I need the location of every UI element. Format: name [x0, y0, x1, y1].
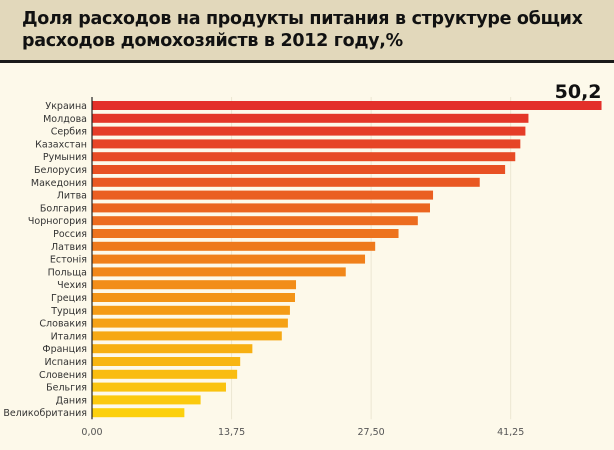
category-label: Литва — [57, 191, 87, 202]
category-label: Молдова — [43, 114, 87, 125]
x-tick-label: 0,00 — [81, 427, 102, 438]
category-label: Великобритания — [3, 408, 87, 419]
bar — [92, 357, 241, 366]
bar — [92, 229, 399, 238]
x-tick-label: 27,50 — [358, 427, 385, 438]
chart-title-line-2: расходов домохозяйств в 2012 году,% — [22, 31, 403, 51]
chart-header: Доля расходов на продукты питания в стру… — [0, 0, 614, 63]
category-label: Латвия — [51, 242, 87, 253]
bar — [92, 113, 529, 123]
bar — [92, 203, 430, 213]
category-label: Болгария — [40, 203, 87, 214]
category-label: Чорногория — [28, 216, 87, 227]
bar — [92, 152, 516, 162]
category-label: Испания — [45, 357, 87, 368]
bar — [92, 344, 253, 354]
category-label: Македония — [31, 178, 87, 189]
bar — [92, 395, 201, 405]
bar — [92, 267, 346, 277]
bar — [92, 280, 297, 290]
bar — [92, 331, 282, 341]
value-callout: 50,2 — [555, 81, 602, 103]
bar — [92, 408, 185, 418]
category-label: Италия — [51, 331, 87, 342]
bar — [92, 190, 434, 200]
category-label: Россия — [53, 229, 87, 240]
x-tick-label: 13,75 — [218, 427, 245, 438]
category-label: Украина — [45, 101, 87, 112]
bar — [92, 139, 521, 149]
category-label: Бельгия — [46, 383, 87, 394]
bar — [92, 382, 226, 392]
category-label: Румыния — [43, 152, 87, 163]
bar — [92, 177, 480, 187]
category-label: Естонія — [50, 255, 87, 266]
category-label: Белорусия — [34, 165, 87, 176]
bar — [92, 305, 290, 315]
bar — [92, 254, 366, 264]
category-label: Франция — [42, 344, 87, 355]
category-label: Турция — [50, 306, 87, 317]
chart-title-line-1: Доля расходов на продукты питания в стру… — [22, 9, 583, 29]
bar — [92, 293, 295, 302]
category-label: Словения — [39, 370, 87, 381]
bar — [92, 101, 602, 110]
x-tick-label: 41,25 — [497, 427, 524, 438]
category-label: Чехия — [57, 280, 87, 291]
bar — [92, 165, 506, 174]
bars — [92, 101, 602, 418]
bar — [92, 318, 288, 328]
category-label: Польща — [48, 267, 87, 278]
bar — [92, 369, 238, 379]
bar — [92, 126, 526, 136]
x-tick-labels: 0,00 13,75 27,50 41,25 — [81, 427, 524, 438]
category-label: Дания — [56, 395, 87, 406]
chart-title: Доля расходов на продукты питания в стру… — [22, 8, 583, 52]
category-label: Казахстан — [35, 139, 87, 150]
category-label: Греция — [51, 293, 87, 304]
category-label: Сербия — [51, 127, 87, 138]
bar — [92, 241, 376, 251]
bar — [92, 216, 418, 226]
category-label: Словакия — [39, 319, 87, 330]
